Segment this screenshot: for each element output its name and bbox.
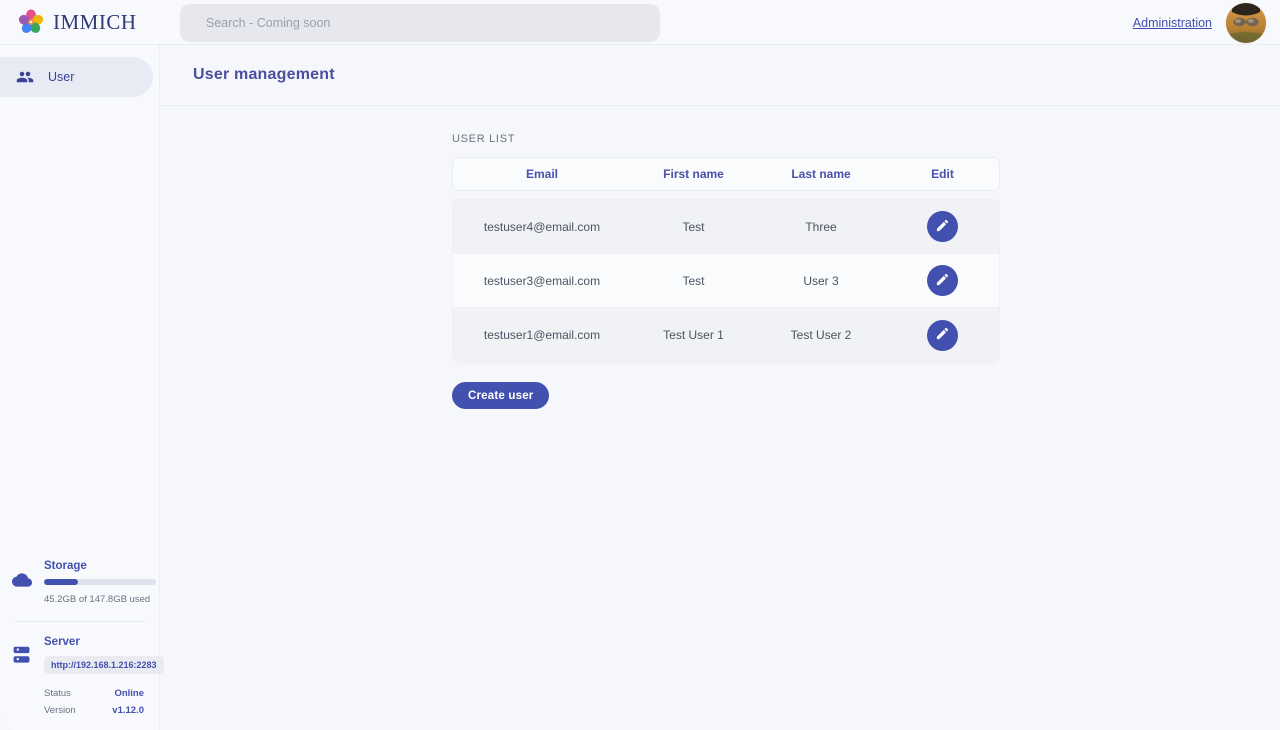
cell-last-name: Test User 2 [790,328,852,342]
page-title: User management [193,66,335,83]
table-header-row: Email First name Last name Edit [452,157,1000,191]
server-icon [12,636,34,716]
server-status-value: Online [114,688,144,699]
sidebar-item-user[interactable]: User [0,57,153,97]
topbar-actions: Administration [1133,0,1266,45]
user-list-panel: USER LIST Email First name Last name Edi… [452,133,1000,409]
main-content: User management USER LIST Email First na… [160,45,1280,730]
table-row[interactable]: testuser1@email.com Test User 1 Test Use… [453,308,999,362]
sidebar-status-panel: Storage 45.2GB of 147.8GB used Server ht… [0,560,164,716]
table-row[interactable]: testuser4@email.com Test Three [453,200,999,254]
storage-progress-bar [44,579,156,585]
storage-title: Storage [44,560,87,572]
server-status-key: Status [44,688,71,699]
table-row[interactable]: testuser3@email.com Test User 3 [453,254,999,308]
administration-link[interactable]: Administration [1132,15,1212,30]
brand-name: IMMICH [53,9,137,34]
account-multiple-icon [16,68,34,86]
content-area: USER LIST Email First name Last name Edi… [160,106,1280,409]
cloud-icon [12,560,34,605]
sidebar-divider [14,621,146,622]
immich-flower-logo-icon [18,9,44,35]
column-header-last-name: Last name [791,167,851,181]
pencil-icon [935,218,950,236]
cell-first-name: Test [682,273,705,288]
brand-home-link[interactable]: IMMICH [18,9,158,35]
section-label: USER LIST [452,133,516,145]
storage-block: Storage 45.2GB of 147.8GB used [6,560,156,605]
server-status-row: Status Online [44,688,148,699]
cell-edit [886,211,999,242]
cell-last-name: Three [805,219,837,234]
server-version-row: Version v1.12.0 [44,705,148,716]
server-version-key: Version [44,705,76,716]
avatar[interactable] [1226,2,1266,43]
search-input[interactable] [180,4,660,42]
top-bar: IMMICH Administration [0,0,1280,45]
edit-user-button[interactable] [927,319,958,351]
storage-usage-label: 45.2GB of 147.8GB used [44,594,151,605]
cell-edit [886,265,999,296]
cell-first-name: Test User 1 [663,328,724,342]
server-title: Server [44,636,80,648]
cell-first-name: Test [682,219,705,234]
sidebar: User Storage 45.2GB of 147.8GB used [0,45,164,730]
cell-email: testuser4@email.com [483,219,601,234]
table-body: testuser4@email.com Test Three testuser3… [452,199,1000,363]
column-header-first-name: First name [663,167,724,181]
cell-edit [886,319,999,351]
column-header-email: Email [525,167,558,181]
cell-email: testuser1@email.com [483,328,601,342]
edit-user-button[interactable] [927,211,958,242]
sidebar-item-label: User [48,70,75,84]
edit-user-button[interactable] [927,265,958,296]
storage-progress-fill [44,579,79,585]
server-version-value: v1.12.0 [112,705,144,716]
server-url-badge[interactable]: http://192.168.1.216:2283 [44,656,164,674]
create-user-button[interactable]: Create user [452,382,550,409]
cell-email: testuser3@email.com [483,273,601,288]
page-header: User management [160,45,1280,106]
pencil-icon [935,326,950,344]
cell-last-name: User 3 [803,273,839,288]
pencil-icon [935,272,950,290]
server-block: Server http://192.168.1.216:2283 Status … [6,636,164,716]
column-header-edit: Edit [931,167,954,181]
